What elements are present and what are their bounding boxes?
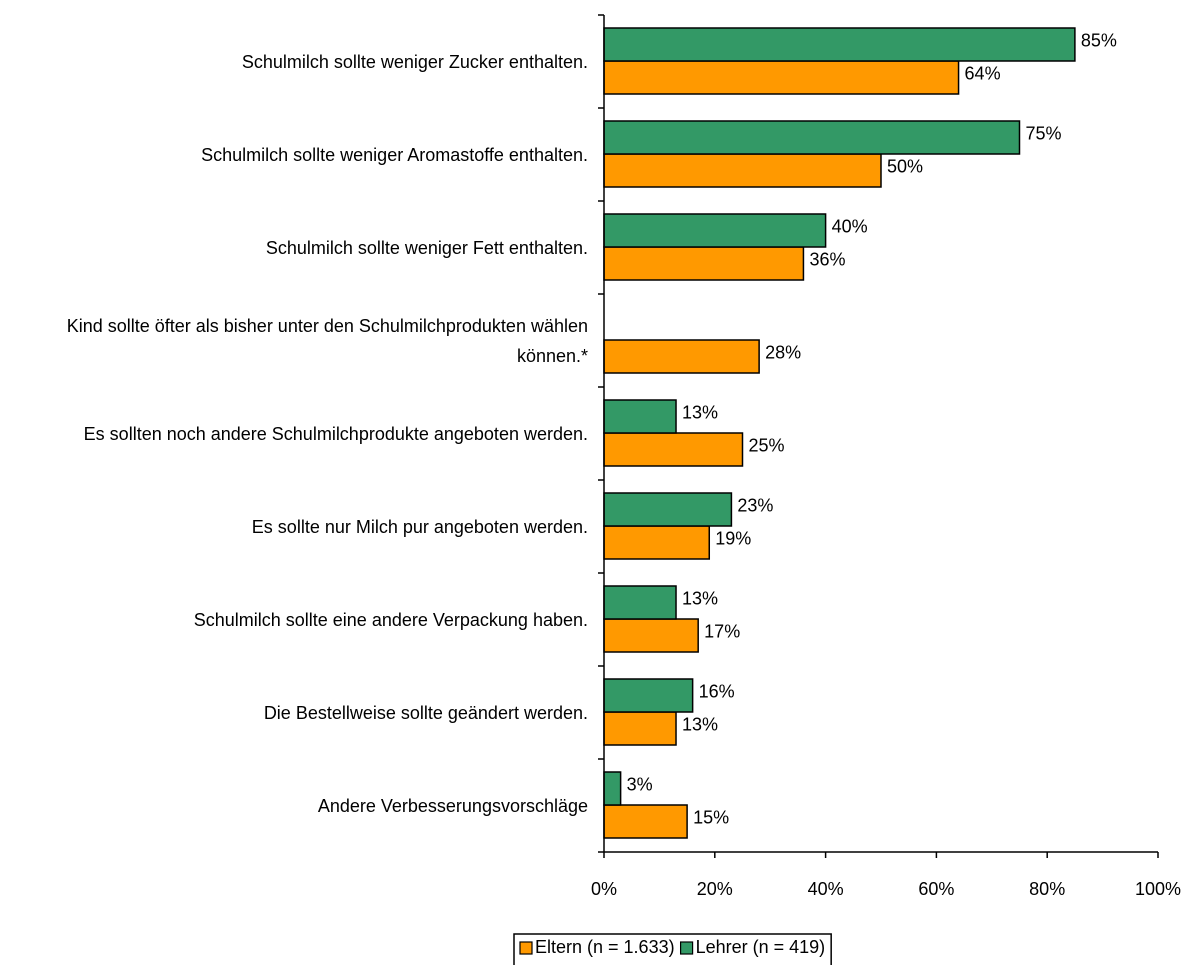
data-label: 17% xyxy=(704,621,740,641)
data-label: 19% xyxy=(715,528,751,548)
bar xyxy=(603,27,1076,62)
category-label-text: Andere Verbesserungsvorschläge xyxy=(317,795,588,816)
data-label: 13% xyxy=(682,402,718,422)
bar xyxy=(603,711,677,746)
data-label: 25% xyxy=(749,435,785,455)
bar xyxy=(603,153,882,188)
bar xyxy=(603,525,711,560)
legend-label: Lehrer (n = 419) xyxy=(696,937,826,957)
category-label-box: Andere Verbesserungsvorschläge xyxy=(0,759,588,852)
category-label-text: Die Bestellweise sollte geändert werden. xyxy=(263,702,588,723)
data-label: 3% xyxy=(627,774,653,794)
data-label: 50% xyxy=(887,156,923,176)
data-label: 85% xyxy=(1081,30,1117,50)
category-label: Andere Verbesserungsvorschläge xyxy=(0,759,588,852)
data-label: 15% xyxy=(693,807,729,827)
data-label: 28% xyxy=(765,342,801,362)
x-tick-label: 0% xyxy=(591,879,617,899)
category-label-box: Es sollten noch andere Schulmilchprodukt… xyxy=(0,387,588,480)
data-label: 23% xyxy=(737,495,773,515)
category-label-box: Es sollte nur Milch pur angeboten werden… xyxy=(0,480,588,573)
category-label-box: Schulmilch sollte weniger Aromastoffe en… xyxy=(0,108,588,201)
legend-swatch xyxy=(519,941,533,955)
category-label-box: Kind sollte öfter als bisher unter den S… xyxy=(0,294,588,387)
bar xyxy=(603,678,694,713)
legend-box xyxy=(513,933,832,965)
bar xyxy=(603,585,677,620)
x-tick-label: 20% xyxy=(697,879,733,899)
bar xyxy=(603,432,744,467)
category-label-text: Schulmilch sollte weniger Zucker enthalt… xyxy=(241,51,588,72)
category-label: Kind sollte öfter als bisher unter den S… xyxy=(0,294,588,387)
category-label-text: Es sollten noch andere Schulmilchprodukt… xyxy=(83,423,588,444)
bar xyxy=(603,804,688,839)
bar xyxy=(603,246,805,281)
category-label-text: Es sollte nur Milch pur angeboten werden… xyxy=(251,516,588,537)
category-label-box: Schulmilch sollte weniger Zucker enthalt… xyxy=(0,15,588,108)
x-tick-label: 100% xyxy=(1135,879,1181,899)
category-label-box: Schulmilch sollte eine andere Verpackung… xyxy=(0,573,588,666)
category-label: Schulmilch sollte weniger Aromastoffe en… xyxy=(0,108,588,201)
data-label: 13% xyxy=(682,588,718,608)
category-label: Schulmilch sollte weniger Zucker enthalt… xyxy=(0,15,588,108)
data-label: 13% xyxy=(682,714,718,734)
bar xyxy=(603,618,699,653)
bar xyxy=(603,399,677,434)
category-label-text: Schulmilch sollte weniger Fett enthalten… xyxy=(265,237,588,258)
category-label-text: Schulmilch sollte eine andere Verpackung… xyxy=(193,609,588,630)
bar xyxy=(603,213,827,248)
category-label-box: Schulmilch sollte weniger Fett enthalten… xyxy=(0,201,588,294)
bar xyxy=(603,771,622,806)
bar xyxy=(603,492,733,527)
data-label: 40% xyxy=(832,216,868,236)
category-label: Schulmilch sollte eine andere Verpackung… xyxy=(0,573,588,666)
bar xyxy=(603,339,760,374)
data-label: 75% xyxy=(1026,123,1062,143)
x-tick-label: 40% xyxy=(808,879,844,899)
bar xyxy=(603,120,1021,155)
category-label-text: Kind sollte öfter als bisher unter den S… xyxy=(66,315,588,366)
category-label-text: Schulmilch sollte weniger Aromastoffe en… xyxy=(201,144,588,165)
legend-swatch xyxy=(679,941,694,955)
legend-label: Eltern (n = 1.633) xyxy=(535,937,675,957)
category-label: Es sollte nur Milch pur angeboten werden… xyxy=(0,480,588,573)
category-label: Schulmilch sollte weniger Fett enthalten… xyxy=(0,201,588,294)
category-label: Die Bestellweise sollte geändert werden. xyxy=(0,666,588,759)
data-label: 16% xyxy=(699,681,735,701)
data-label: 36% xyxy=(809,249,845,269)
x-tick-label: 80% xyxy=(1029,879,1065,899)
bar xyxy=(603,60,960,95)
x-tick-label: 60% xyxy=(918,879,954,899)
data-label: 64% xyxy=(965,63,1001,83)
category-label-box: Die Bestellweise sollte geändert werden. xyxy=(0,666,588,759)
category-label: Es sollten noch andere Schulmilchprodukt… xyxy=(0,387,588,480)
